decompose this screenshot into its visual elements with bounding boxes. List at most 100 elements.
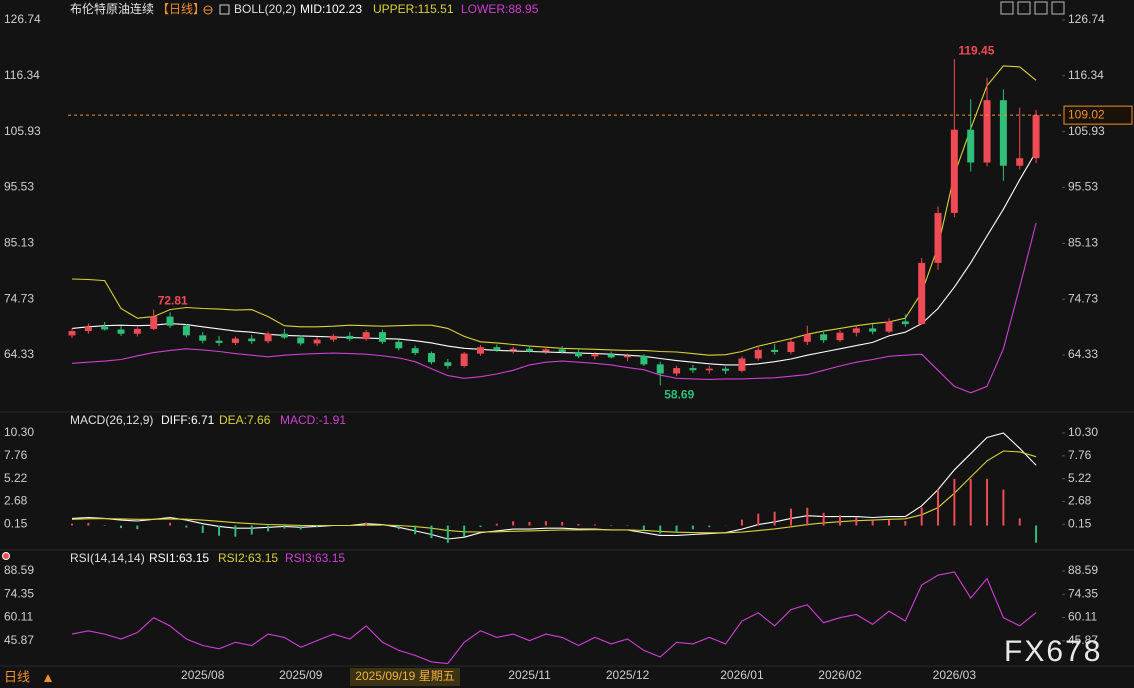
macd-bar	[365, 522, 368, 526]
legend-entry: RSI1:63.15	[149, 551, 209, 565]
y-tick-label: 74.73	[4, 291, 34, 305]
y-tick-label: 105.93	[1068, 124, 1105, 138]
x-tick-label: 2025/08	[181, 668, 225, 682]
y-tick-label: 85.13	[1068, 236, 1098, 250]
macd-bar	[593, 524, 596, 526]
boll-line	[71, 65, 1037, 356]
timeframe-label[interactable]: 日线	[4, 669, 30, 684]
candle-body	[411, 348, 419, 354]
candle-body	[885, 321, 893, 332]
toolbar-button[interactable]	[1000, 1, 1014, 15]
y-tick-label: 116.34	[4, 68, 40, 82]
candle-body	[820, 334, 828, 341]
macd-bar	[316, 525, 319, 528]
macd-bar	[838, 515, 841, 526]
candle-body	[199, 335, 207, 341]
candle-body	[68, 331, 76, 336]
candle-body	[967, 129, 975, 163]
macd-bar	[397, 525, 400, 530]
candle-body	[313, 339, 321, 344]
y-tick-label: 88.59	[4, 563, 34, 577]
legend-entry: DIFF:6.71	[161, 413, 215, 427]
y-tick-label: 45.87	[1068, 633, 1098, 647]
candle-body	[182, 325, 190, 336]
candle-body	[983, 100, 991, 163]
macd-bar	[267, 525, 270, 532]
candle-body	[575, 352, 583, 357]
macd-bar	[937, 489, 940, 526]
candle-body	[640, 355, 648, 365]
candle-body	[673, 368, 681, 374]
y-tick-label: 74.35	[1068, 586, 1098, 600]
toolbar-button[interactable]	[1051, 1, 1065, 15]
candle-body	[493, 347, 501, 351]
y-tick-label: 2.68	[4, 494, 28, 508]
macd-line	[71, 432, 1037, 540]
y-tick-label: 126.74	[1068, 12, 1105, 26]
y-tick-label: 7.76	[1068, 448, 1092, 462]
candle-body	[591, 354, 599, 357]
candle-body	[999, 100, 1007, 166]
toolbar-button[interactable]	[1034, 1, 1048, 15]
macd-bar	[463, 525, 466, 537]
macd-bar	[740, 519, 743, 526]
legend-entry: MID:102.23	[300, 2, 362, 16]
y-tick-label: 2.68	[1068, 494, 1092, 508]
toolbar-button[interactable]	[1017, 1, 1031, 15]
macd-bar	[920, 507, 923, 526]
candle-body	[918, 262, 926, 325]
candle-body	[934, 212, 942, 263]
candle-body	[950, 129, 958, 213]
macd-bar	[446, 525, 449, 543]
candle-body	[1032, 115, 1040, 159]
macd-bar	[822, 512, 825, 526]
macd-bar	[708, 525, 711, 528]
candle-body	[362, 332, 370, 340]
macd-bar	[642, 525, 645, 531]
macd-bar	[479, 525, 482, 527]
candle-body	[444, 362, 452, 366]
macd-bar	[87, 522, 90, 526]
candle-body	[101, 326, 109, 330]
indicator-icon[interactable]	[219, 4, 230, 15]
candle-body	[901, 321, 909, 325]
macd-line	[71, 450, 1037, 534]
candle-body	[689, 368, 697, 371]
period-label[interactable]: 【日线】	[157, 2, 205, 16]
y-tick-label: 85.13	[4, 236, 34, 250]
x-tick-label: 2026/01	[720, 668, 764, 682]
macd-bar	[888, 519, 890, 526]
x-tick-label: 2025/09	[279, 668, 323, 682]
candle-body	[280, 333, 288, 338]
y-tick-label: 64.33	[4, 347, 34, 361]
candle-body	[395, 341, 403, 349]
panel-marker[interactable]	[2, 552, 10, 560]
y-tick-label: 10.30	[1068, 425, 1098, 439]
high-label: 72.81	[158, 294, 188, 308]
y-tick-label: 64.33	[1068, 347, 1098, 361]
candle-body	[248, 338, 256, 342]
candle-body	[329, 335, 337, 340]
macd-bar	[904, 521, 907, 526]
macd-bar	[381, 524, 384, 526]
macd-bar	[986, 478, 989, 526]
candle-body	[738, 358, 746, 371]
y-tick-label: 95.53	[1068, 180, 1098, 194]
y-tick-label: 0.15	[1068, 516, 1092, 530]
y-tick-label: 60.11	[4, 610, 33, 624]
macd-bar	[610, 525, 613, 527]
indicator-label: BOLL(20,2)	[234, 2, 296, 16]
candle-body	[509, 348, 517, 351]
y-tick-label: 126.74	[4, 12, 41, 26]
toolbar	[1000, 1, 1065, 15]
macd-bar	[495, 523, 498, 526]
candle-body	[705, 368, 713, 371]
candle-body	[166, 316, 174, 326]
macd-bar	[806, 507, 809, 526]
candle-body	[378, 332, 386, 342]
y-tick-label: 74.35	[4, 586, 34, 600]
timeframe-arrow[interactable]	[44, 674, 52, 682]
macd-bar	[103, 525, 106, 526]
candle-body	[624, 355, 632, 358]
candle-body	[231, 338, 239, 343]
